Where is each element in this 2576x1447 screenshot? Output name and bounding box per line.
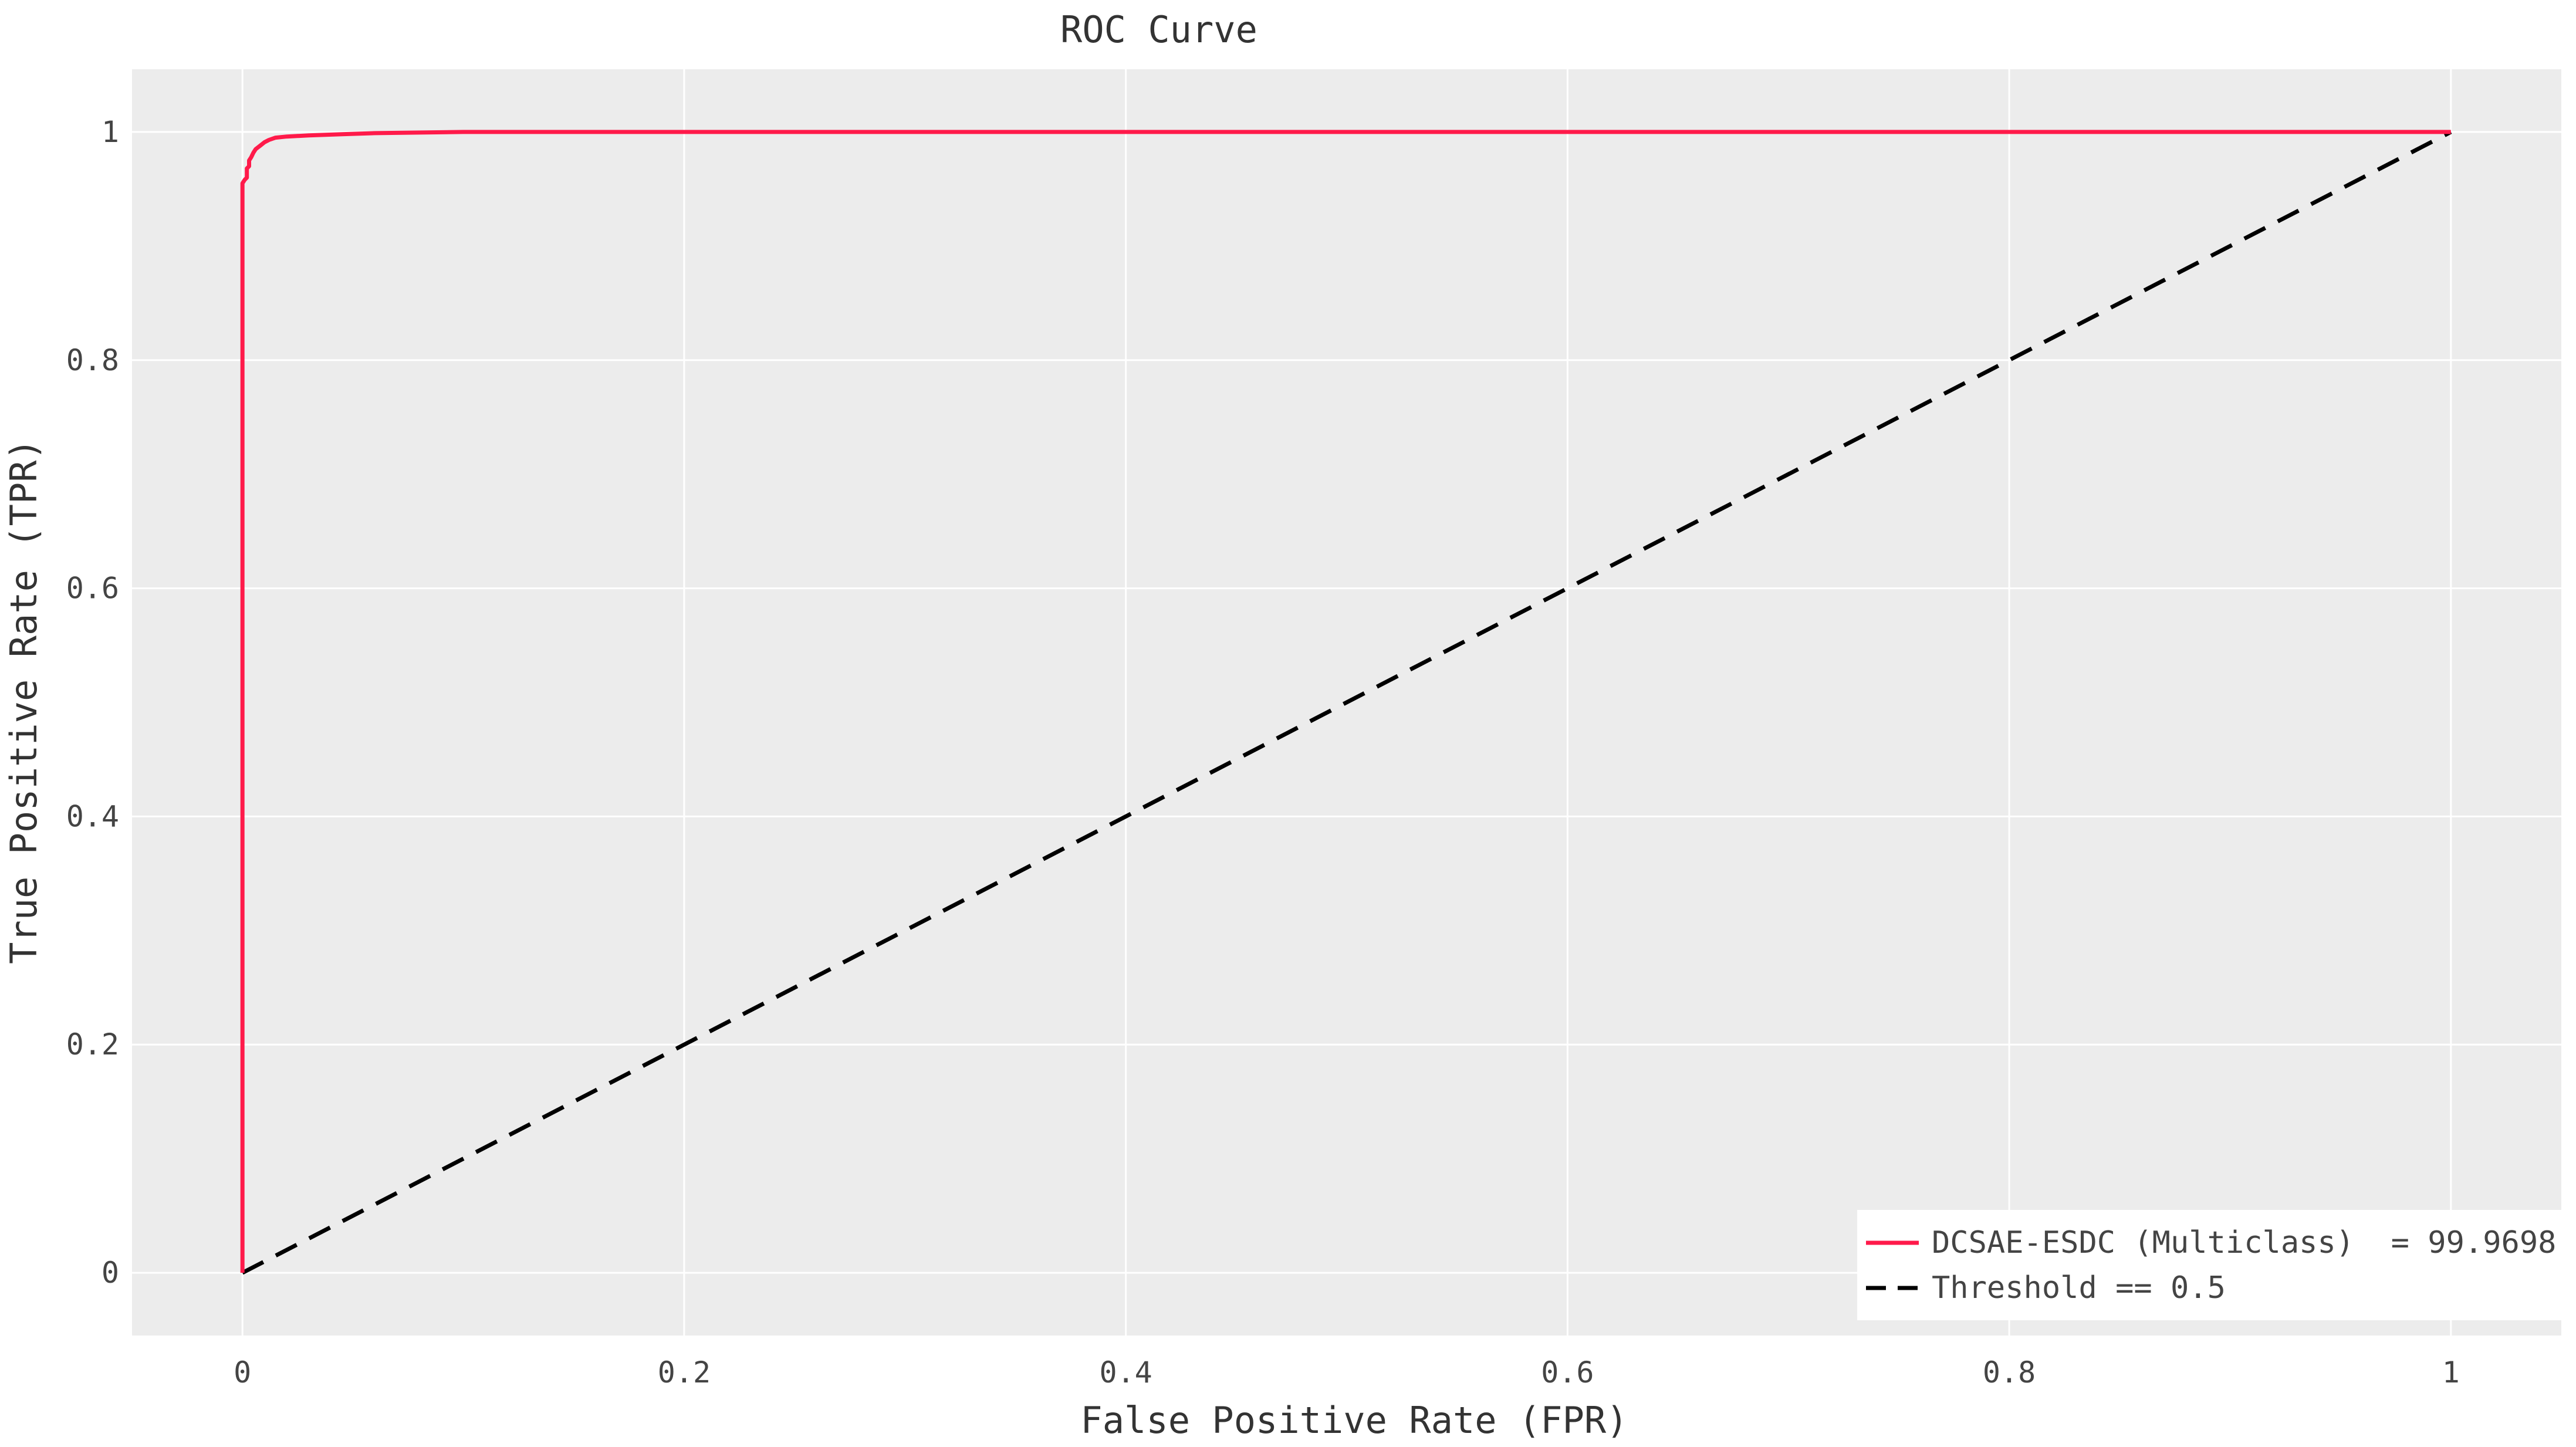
legend-box [1857,1210,2561,1320]
x-tick-label: 0.2 [658,1355,711,1389]
y-tick-label: 0.8 [66,343,119,377]
x-tick-label: 1 [2442,1355,2460,1389]
chart-title: ROC Curve [1060,8,1257,51]
x-axis-label: False Positive Rate (FPR) [1080,1399,1628,1442]
y-tick-label: 0.6 [66,572,119,606]
x-tick-label: 0.4 [1099,1355,1152,1389]
x-tick-label: 0 [234,1355,251,1389]
y-tick-label: 0.4 [66,799,119,833]
roc-curve-line [240,130,2451,1273]
y-tick-label: 0 [102,1256,119,1290]
legend: DCSAE-ESDC (Multiclass) = 99.9698 Thresh… [1857,1210,2561,1320]
series-lines [240,130,2452,1275]
legend-label-roc: DCSAE-ESDC (Multiclass) = 99.9698 [1932,1225,2556,1260]
x-tick-label: 0.6 [1541,1355,1594,1389]
x-tick-label: 0.8 [1983,1355,2036,1389]
y-tick-label: 1 [102,115,119,149]
y-axis-label: True Positive Rate (TPR) [2,438,45,964]
y-tick-label: 0.2 [66,1027,119,1061]
legend-label-threshold: Threshold == 0.5 [1932,1270,2226,1306]
threshold-line [241,130,2452,1275]
axis-ticks: 0 0.2 0.4 0.6 0.8 1 0 0.2 0.4 0.6 0.8 1 [66,115,2460,1389]
